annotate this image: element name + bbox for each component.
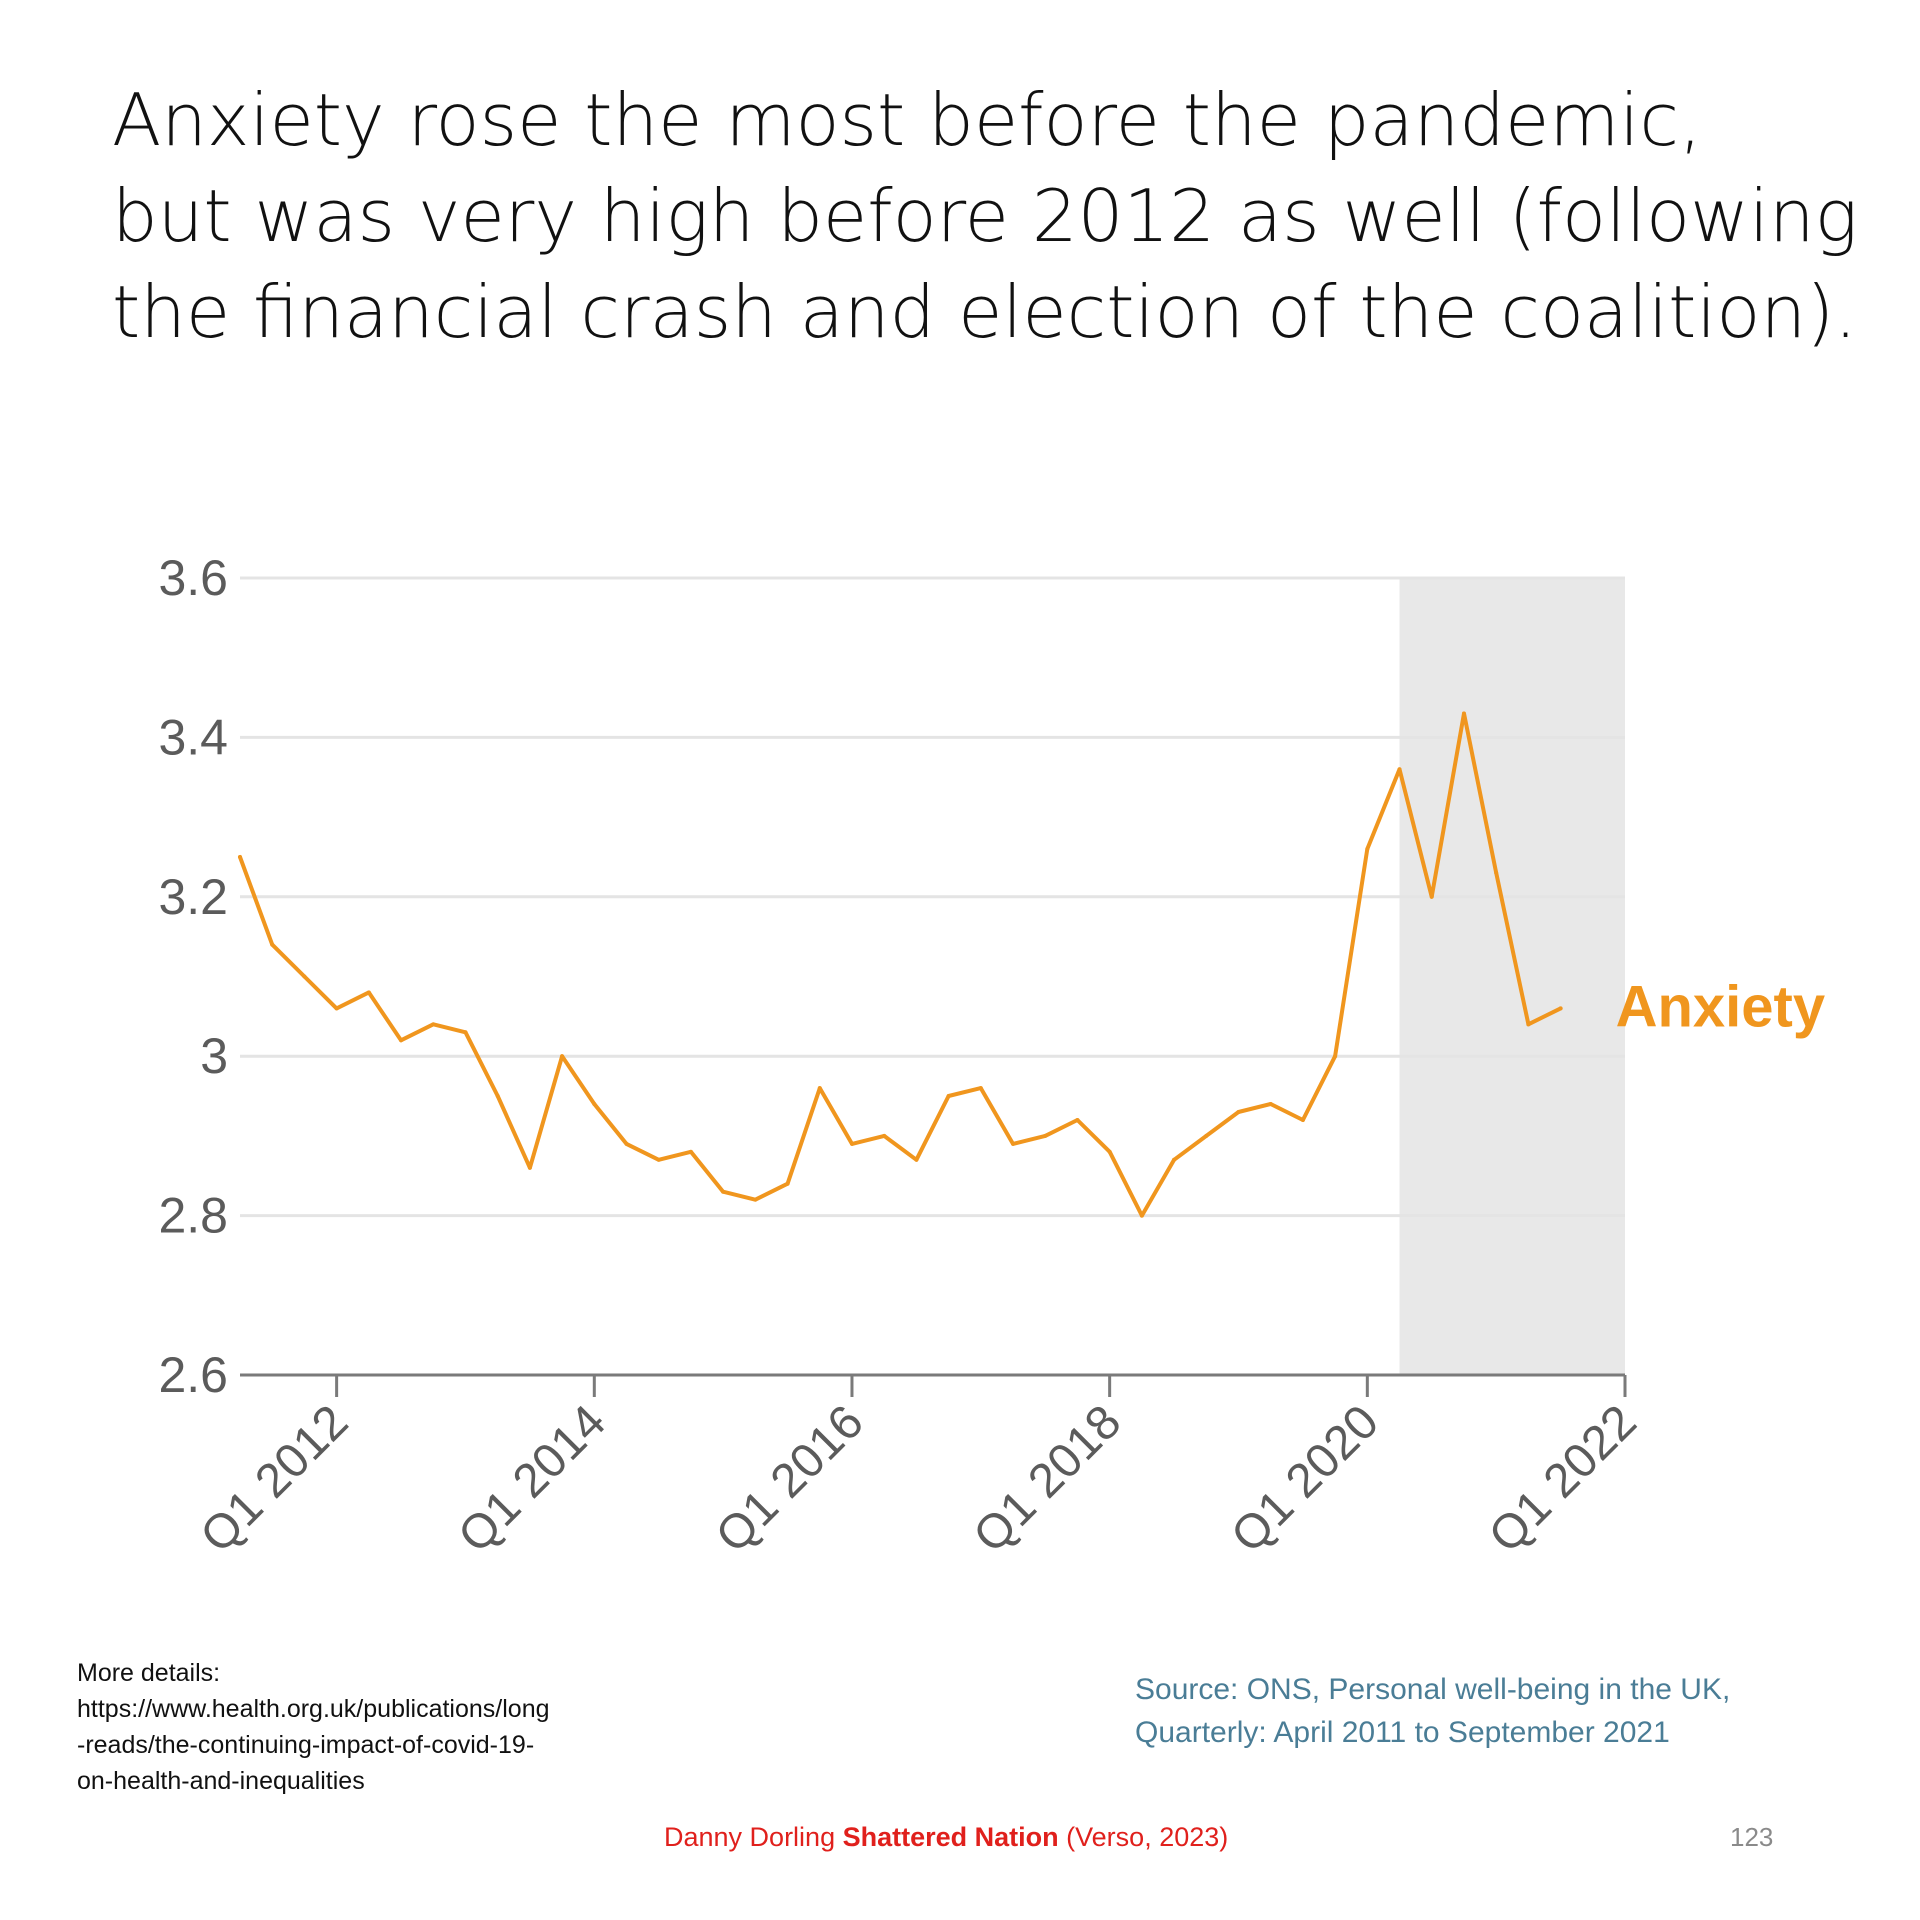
- data-point: [1494, 870, 1499, 875]
- data-point: [495, 1094, 500, 1099]
- title-line-1: Anxiety rose the most before the pandemi…: [112, 78, 1702, 162]
- source-line-2: Quarterly: April 2011 to September 2021: [1135, 1716, 1670, 1749]
- data-point: [270, 942, 275, 947]
- y-tick-label: 3.6: [158, 550, 228, 606]
- data-point: [624, 1141, 629, 1146]
- series-label-anxiety: Anxiety: [1616, 974, 1826, 1039]
- data-point: [431, 1022, 436, 1027]
- title-line-2: but was very high before 2012 as well (f…: [112, 174, 1858, 258]
- data-point: [1300, 1117, 1305, 1122]
- data-point: [1365, 846, 1370, 851]
- data-point: [1172, 1157, 1177, 1162]
- data-point: [366, 990, 371, 995]
- citation: Danny Dorling Shattered Nation (Verso, 2…: [664, 1822, 1228, 1853]
- data-point: [399, 1038, 404, 1043]
- pandemic-shaded-region: [1399, 578, 1625, 1375]
- details-url-line-1[interactable]: https://www.health.org.uk/publications/l…: [77, 1695, 550, 1723]
- citation-publisher: (Verso, 2023): [1066, 1822, 1229, 1852]
- data-point: [1107, 1149, 1112, 1154]
- data-point: [463, 1030, 468, 1035]
- series-line-anxiety: [238, 711, 1563, 1218]
- x-tick-label: Q1 2016: [706, 1395, 874, 1563]
- data-point: [721, 1189, 726, 1194]
- data-point: [882, 1133, 887, 1138]
- data-point: [1268, 1102, 1273, 1107]
- more-details: More details: https://www.health.org.uk/…: [77, 1655, 637, 1799]
- data-point: [978, 1086, 983, 1091]
- data-point: [1333, 1054, 1338, 1059]
- y-tick-label: 3: [200, 1028, 228, 1084]
- page-number: 123: [1730, 1822, 1774, 1852]
- y-tick-label: 2.6: [158, 1347, 228, 1403]
- data-point: [656, 1157, 661, 1162]
- data-point: [1461, 711, 1466, 716]
- data-point: [1139, 1213, 1144, 1218]
- data-point: [753, 1197, 758, 1202]
- x-tick-label: Q1 2020: [1221, 1395, 1389, 1563]
- slide-title: Anxiety rose the most before the pandemi…: [112, 72, 1872, 360]
- data-point: [1558, 1006, 1563, 1011]
- data-point: [527, 1165, 532, 1170]
- data-point: [688, 1149, 693, 1154]
- data-point: [785, 1181, 790, 1186]
- data-point: [817, 1086, 822, 1091]
- y-tick-label: 3.2: [158, 869, 228, 925]
- details-url-line-3[interactable]: on-health-and-inequalities: [77, 1767, 365, 1795]
- data-point: [592, 1102, 597, 1107]
- y-tick-label: 3.4: [158, 709, 228, 765]
- source-line-1: Source: ONS, Personal well-being in the …: [1135, 1673, 1731, 1706]
- data-point: [1236, 1109, 1241, 1114]
- citation-author: Danny Dorling: [664, 1822, 836, 1852]
- data-point: [849, 1141, 854, 1146]
- title-line-3: the financial crash and election of the …: [112, 270, 1858, 354]
- data-point: [334, 1006, 339, 1011]
- data-point: [914, 1157, 919, 1162]
- data-point: [560, 1054, 565, 1059]
- data-point: [1429, 894, 1434, 899]
- data-point: [1043, 1133, 1048, 1138]
- y-tick-label: 2.8: [158, 1188, 228, 1244]
- data-point: [302, 974, 307, 979]
- data-point: [238, 854, 242, 859]
- x-tick-label: Q1 2012: [191, 1395, 359, 1563]
- x-tick-label: Q1 2022: [1479, 1395, 1647, 1563]
- x-tick-label: Q1 2014: [448, 1395, 616, 1563]
- citation-book: Shattered Nation: [842, 1822, 1059, 1852]
- source-note: Source: ONS, Personal well-being in the …: [1135, 1668, 1835, 1754]
- data-point: [1204, 1133, 1209, 1138]
- details-heading: More details:: [77, 1659, 221, 1687]
- data-point: [1011, 1141, 1016, 1146]
- x-tick-label: Q1 2018: [964, 1395, 1132, 1563]
- data-point: [1526, 1022, 1531, 1027]
- data-point: [1075, 1117, 1080, 1122]
- data-point: [946, 1094, 951, 1099]
- details-url-line-2[interactable]: -reads/the-continuing-impact-of-covid-19…: [77, 1731, 535, 1759]
- data-point: [1397, 767, 1402, 772]
